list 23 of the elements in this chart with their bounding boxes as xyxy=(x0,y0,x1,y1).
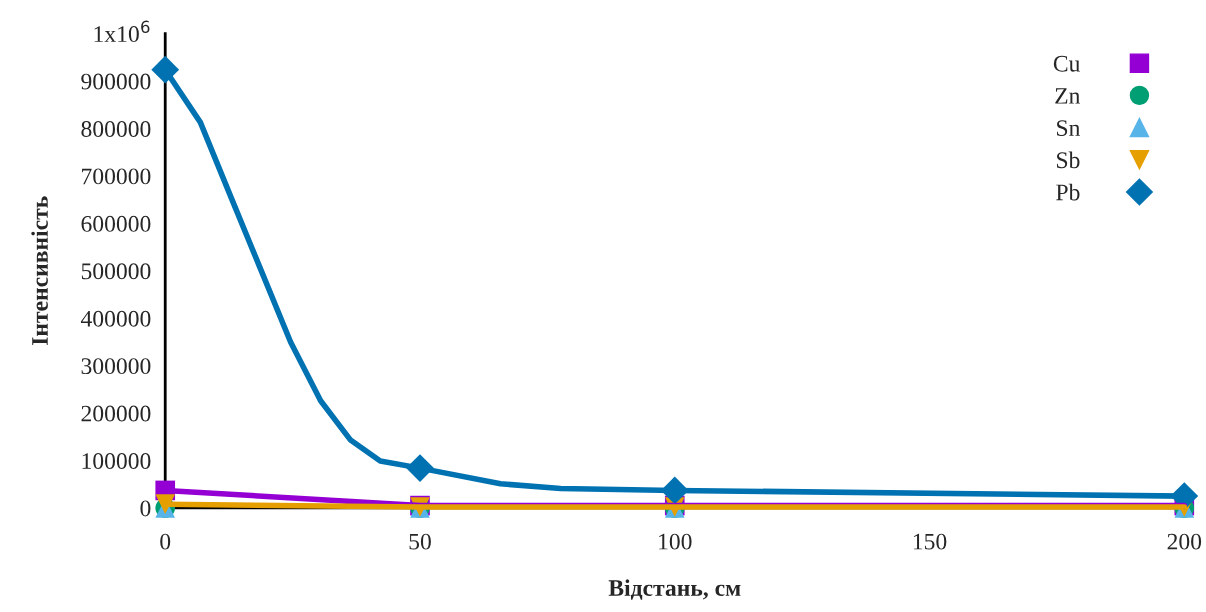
legend-label: Cu xyxy=(1053,55,1080,72)
y-tick-label: 100000 xyxy=(82,453,151,469)
y-tick-label: 800000 xyxy=(81,121,151,137)
x-tick-label: 50 xyxy=(409,533,431,550)
x-tick-label: 150 xyxy=(913,533,947,550)
y-tick-label: 600000 xyxy=(81,215,151,232)
y-axis-title: Інтенсивність xyxy=(31,196,48,346)
legend-label: Sn xyxy=(1057,120,1081,137)
y-tick-label: 900000 xyxy=(81,73,151,90)
y-tick-label: 0 xyxy=(140,500,151,517)
x-tick-label: 200 xyxy=(1167,533,1202,550)
legend-label: Zn xyxy=(1055,88,1081,104)
x-axis-title: Відстань, см xyxy=(608,579,741,600)
x-tick-label: 100 xyxy=(659,533,692,550)
y-tick-label: 500000 xyxy=(81,263,151,280)
legend-label: Sb xyxy=(1057,151,1080,169)
y-tick-label: 1x10$^{6}$ xyxy=(94,20,150,43)
legend-label: Pb xyxy=(1056,183,1080,201)
y-tick-label: 700000 xyxy=(82,168,151,185)
y-tick-label: 300000 xyxy=(81,358,151,375)
y-tick-label: 200000 xyxy=(81,405,151,422)
x-tick-label: 0 xyxy=(160,533,171,550)
y-tick-label: 400000 xyxy=(80,310,151,327)
